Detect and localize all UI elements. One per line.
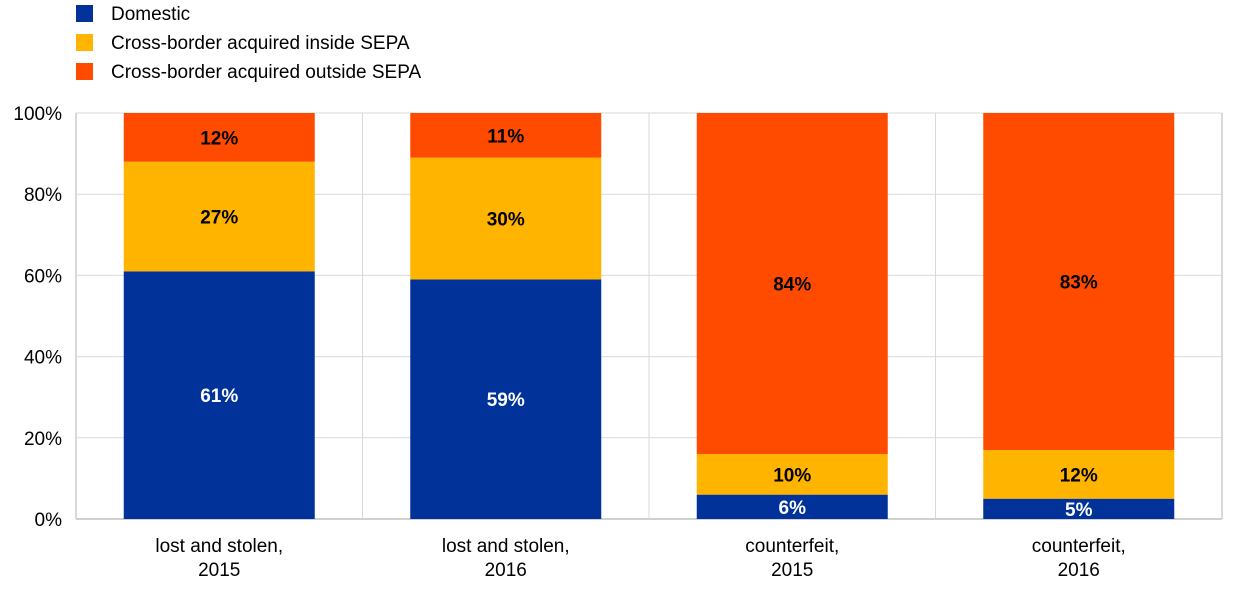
data-label: 11%: [487, 126, 524, 147]
bar-segment: [696, 113, 888, 455]
y-tick-label: 80%: [24, 185, 62, 206]
data-label: 5%: [1065, 500, 1093, 521]
data-label: 61%: [200, 386, 238, 407]
y-tick-label: 60%: [24, 266, 62, 287]
data-label: 30%: [487, 210, 525, 231]
x-category-label: lost and stolen,: [442, 536, 570, 557]
bar-segment: [410, 113, 602, 158]
x-category-label: counterfeit,: [1032, 536, 1126, 557]
bar-segment: [983, 498, 1175, 519]
data-label: 83%: [1060, 272, 1098, 293]
y-tick-label: 40%: [24, 348, 62, 369]
data-label: 12%: [1060, 465, 1098, 486]
legend-label: Cross-border acquired inside SEPA: [111, 33, 410, 54]
bar-segment: [410, 157, 602, 280]
x-category-label: lost and stolen,: [155, 536, 283, 557]
y-tick-label: 20%: [24, 429, 62, 450]
bar-segment: [123, 161, 315, 272]
bar-segment: [983, 449, 1175, 499]
legend-swatch: [76, 5, 93, 22]
data-label: 84%: [773, 275, 811, 296]
bar-segment: [410, 279, 602, 519]
y-tick-label: 0%: [35, 510, 63, 531]
x-category-label: 2015: [771, 560, 813, 581]
bar-segment: [123, 113, 315, 162]
legend-swatch: [76, 34, 93, 51]
data-label: 6%: [779, 498, 807, 519]
data-label: 10%: [773, 465, 811, 486]
bar-segment: [123, 271, 315, 519]
x-category-label: 2015: [198, 560, 240, 581]
legend-label: Cross-border acquired outside SEPA: [111, 62, 421, 83]
data-label: 27%: [200, 208, 238, 229]
bar-segment: [696, 454, 888, 495]
x-category-label: counterfeit,: [745, 536, 839, 557]
bar-segment: [696, 494, 888, 519]
y-tick-label: 100%: [13, 104, 62, 125]
x-category-label: 2016: [1058, 560, 1100, 581]
legend-label: Domestic: [111, 4, 190, 25]
legend-swatch: [76, 63, 93, 80]
bar-segment: [983, 113, 1175, 450]
data-label: 12%: [200, 128, 238, 149]
data-label: 59%: [487, 390, 525, 411]
x-category-label: 2016: [485, 560, 527, 581]
